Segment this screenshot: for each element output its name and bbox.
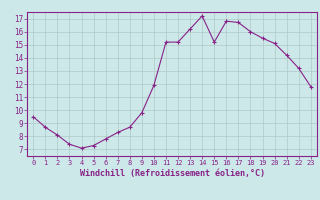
X-axis label: Windchill (Refroidissement éolien,°C): Windchill (Refroidissement éolien,°C) bbox=[79, 169, 265, 178]
